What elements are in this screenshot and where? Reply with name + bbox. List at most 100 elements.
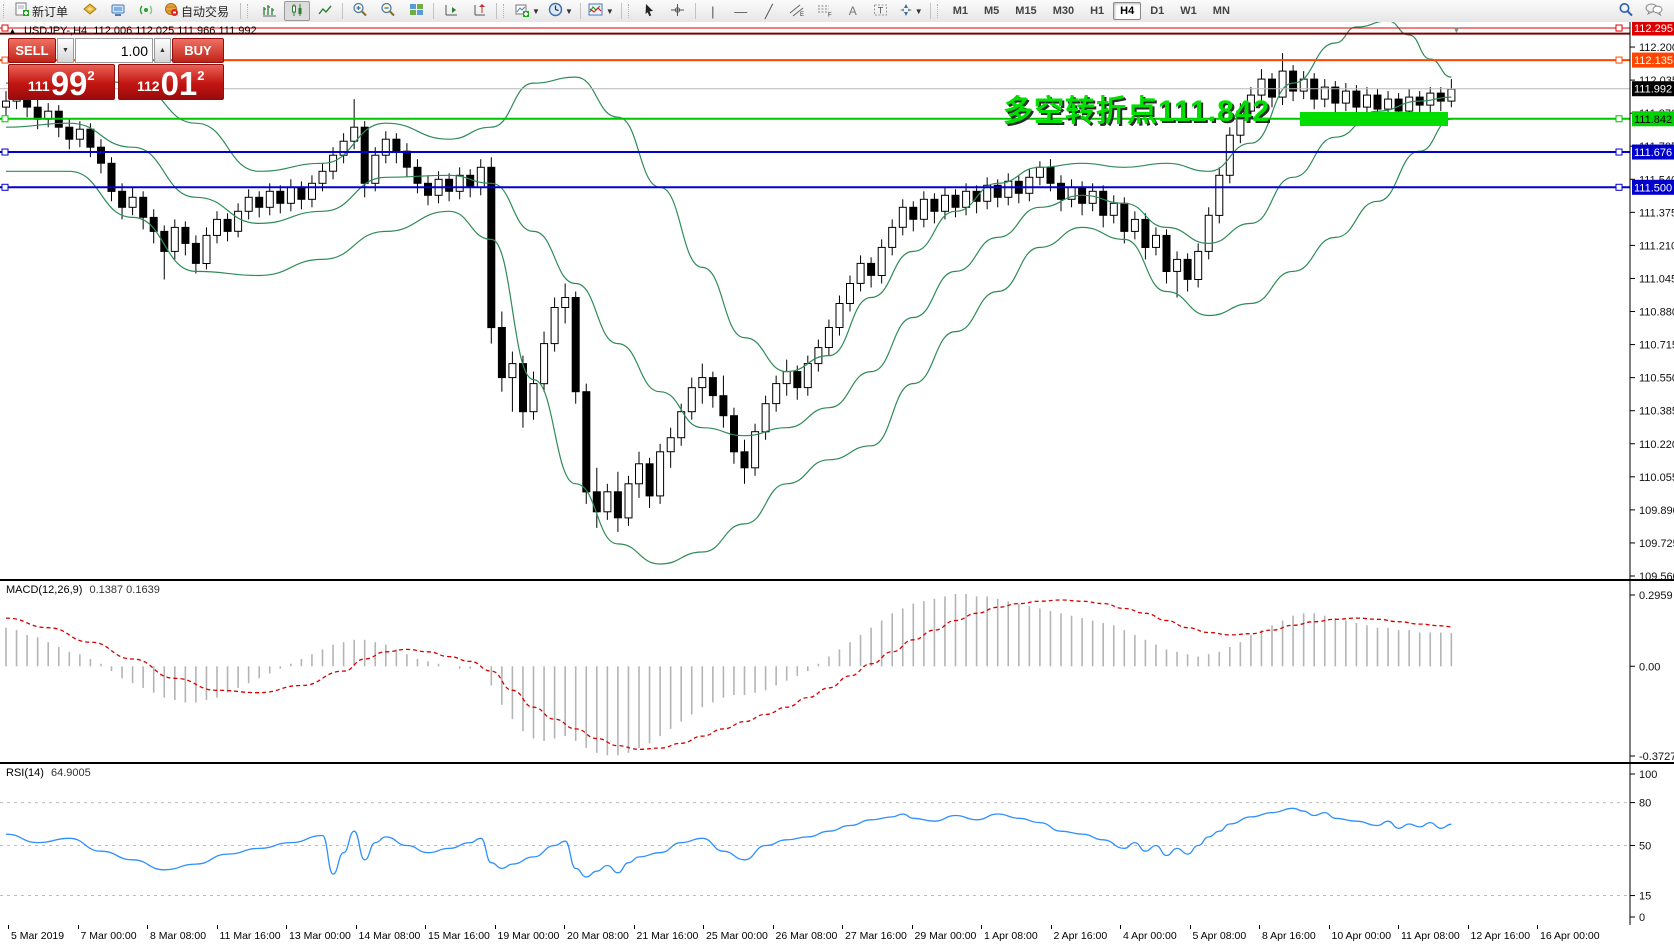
text-icon: A (848, 4, 857, 18)
timeframe-button-m30[interactable]: M30 (1052, 5, 1075, 17)
timeframe-button-mn[interactable]: MN (1212, 5, 1230, 17)
trendline-button[interactable]: ╱ (756, 1, 782, 21)
chart-title: ▲ USDJPY-,H4 112.006 112.025 111.966 111… (8, 25, 257, 37)
macd-panel[interactable]: 0.2959 0.00 -0.3727 MACD(12,26,9) 0.1387 0… (0, 581, 1674, 764)
timeframe-button-m1[interactable]: M1 (952, 5, 968, 17)
timeframe-button-m5[interactable]: M5 (984, 5, 1000, 17)
buy-price-button[interactable]: 112 01 2 (117, 64, 224, 100)
toolbar-separator (929, 3, 931, 19)
svg-text:111.676: 111.676 (1634, 147, 1672, 159)
svg-text:109.890: 109.890 (1639, 505, 1674, 517)
date-label: 26 Mar 08:00 (775, 930, 838, 942)
chat-button[interactable] (1641, 1, 1667, 21)
chat-icon (1645, 2, 1663, 20)
date-tick (8, 925, 9, 929)
chart-shift-icon (472, 3, 487, 20)
svg-text:110.880: 110.880 (1639, 307, 1674, 319)
time-scale[interactable]: 5 Mar 2019 7 Mar 00:00 8 Mar 08:00 11 Mar 1… (0, 925, 1674, 945)
main-chart-canvas[interactable]: 112.200112.035111.870111.705111.540111.3… (0, 22, 1674, 579)
zoom-out-button[interactable] (375, 1, 401, 21)
buy-button[interactable]: BUY (172, 38, 224, 63)
collapse-icon[interactable]: ▲ (8, 26, 17, 36)
date-label: 12 Apr 16:00 (1470, 930, 1531, 942)
toolbar-grip (936, 4, 942, 18)
timeframe-button-m15[interactable]: M15 (1015, 5, 1037, 17)
signals-icon (139, 3, 153, 20)
date-label: 25 Mar 00:00 (706, 930, 768, 942)
macd-label: MACD(12,26,9) 0.1387 0.1639 (6, 584, 160, 596)
sell-price-superscript: 2 (87, 68, 95, 83)
toolbar-separator (433, 3, 435, 19)
svg-text:109.560: 109.560 (1639, 571, 1674, 579)
dropdown-caret: ▼ (564, 6, 573, 16)
sell-price-button[interactable]: 111 99 2 (8, 64, 115, 100)
equidistant-channel-button[interactable]: E (784, 1, 810, 21)
toolbar-separator (496, 3, 498, 19)
terminal-button[interactable] (105, 1, 131, 21)
svg-text:0.2959: 0.2959 (1639, 590, 1673, 602)
new-chart-button[interactable]: ▼ (512, 1, 543, 21)
date-tick (911, 925, 913, 929)
volume-decrement-button[interactable]: ▼ (57, 38, 74, 63)
date-tick (1259, 925, 1260, 929)
crosshair-button[interactable] (665, 1, 691, 21)
text-label-button[interactable]: T (868, 1, 894, 21)
date-tick (425, 925, 426, 929)
svg-text:F: F (828, 12, 832, 17)
date-tick (981, 925, 982, 929)
timeframe-button-d1[interactable]: D1 (1150, 5, 1165, 17)
date-tick (147, 925, 148, 929)
fibonacci-button[interactable]: F (812, 1, 838, 21)
sell-price-prefix: 111 (27, 78, 50, 94)
date-label: 11 Apr 08:00 (1401, 930, 1460, 942)
date-label: 5 Apr 08:00 (1192, 930, 1247, 942)
toolbar-separator (342, 3, 344, 19)
date-label: 1 Apr 08:00 (984, 930, 1038, 942)
rsi-panel[interactable]: 100 80 50 15 0 RSI(14) 64.9005 (0, 764, 1674, 926)
date-label: 20 Mar 08:00 (567, 930, 629, 942)
styles-button[interactable] (77, 1, 103, 21)
arrows-button[interactable]: ▼ (896, 1, 926, 21)
chart-shift-button[interactable] (466, 1, 492, 21)
line-chart-button[interactable] (312, 1, 338, 21)
svg-text:111.210: 111.210 (1639, 240, 1674, 252)
date-label: 15 Mar 16:00 (428, 930, 490, 942)
svg-text:112.135: 112.135 (1634, 55, 1673, 67)
bar-chart-button[interactable] (256, 1, 282, 21)
svg-text:112.200: 112.200 (1639, 42, 1674, 54)
sell-button[interactable]: SELL (8, 38, 56, 63)
new-order-icon (15, 2, 30, 20)
volume-input[interactable] (75, 38, 153, 63)
date-tick (1467, 925, 1469, 929)
toolbar-separator (620, 3, 622, 19)
autotrading-button[interactable]: 自动交易 (161, 1, 236, 21)
timeframe-button-w1[interactable]: W1 (1180, 5, 1197, 17)
horizontal-line-button[interactable]: — (728, 1, 754, 21)
dropdown-caret: ▼ (605, 6, 614, 16)
buy-price-superscript: 2 (197, 68, 205, 83)
candlestick-chart-button[interactable] (284, 1, 311, 21)
cursor-button[interactable] (637, 1, 663, 21)
date-tick (1189, 925, 1191, 929)
rsi-value: 64.9005 (50, 767, 91, 779)
search-button[interactable] (1613, 1, 1639, 21)
auto-scroll-button[interactable] (438, 1, 464, 21)
zoom-in-button[interactable] (347, 1, 373, 21)
volume-increment-button[interactable]: ▲ (154, 38, 171, 63)
vertical-line-button[interactable]: | (700, 1, 726, 21)
period-button[interactable]: ▼ (545, 1, 576, 21)
toolbar-grip (503, 4, 508, 18)
timeframe-button-h1[interactable]: H1 (1090, 5, 1105, 17)
tile-windows-button[interactable] (403, 1, 429, 21)
new-order-button[interactable]: 新订单 (12, 1, 75, 21)
signals-button[interactable] (133, 1, 159, 21)
date-tick (564, 925, 565, 929)
rsi-canvas[interactable]: 100 80 50 15 0 (0, 764, 1674, 925)
date-tick (286, 925, 287, 929)
svg-text:111.045: 111.045 (1639, 273, 1674, 285)
main-chart-panel[interactable]: 112.200112.035111.870111.705111.540111.3… (0, 22, 1674, 581)
text-button[interactable]: A (840, 1, 866, 21)
timeframe-button-h4[interactable]: H4 (1113, 2, 1142, 20)
macd-canvas[interactable]: 0.2959 0.00 -0.3727 (0, 581, 1674, 762)
indicators-button[interactable]: ▼ (585, 1, 617, 21)
